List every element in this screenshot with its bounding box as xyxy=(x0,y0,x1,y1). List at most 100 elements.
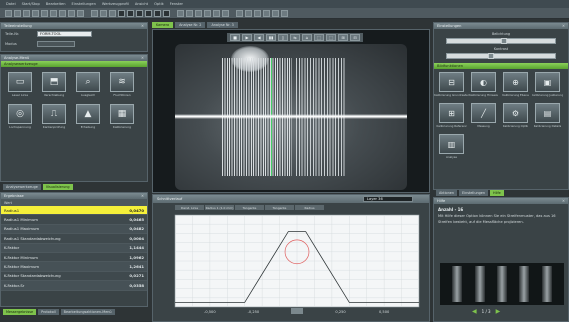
profile-tab[interactable]: Radius 1 (1.0 mm) xyxy=(205,205,234,210)
view-tab[interactable]: Analyse Nr. 2 xyxy=(175,22,206,28)
profile-tab[interactable]: Tangente xyxy=(265,205,294,210)
camera-viewer[interactable]: ■ ▶ ◀ ▮▮ ▯ ⇆ ⌂ ⬚ ⬚ ⊞ ⊟ xyxy=(152,29,430,193)
close-icon[interactable]: ✕ xyxy=(561,24,565,28)
function-item[interactable]: ◐ Kalibrierung Hinweis xyxy=(469,72,498,98)
tool-item[interactable]: ⌕ Ausgleich xyxy=(74,72,102,98)
toolbar-button[interactable] xyxy=(236,9,243,17)
toolbar-button[interactable] xyxy=(154,9,161,17)
function-item[interactable]: ▤ Kalibrierung Details xyxy=(534,103,561,129)
function-item[interactable]: ▥ Analyse xyxy=(438,134,465,160)
menu-item[interactable]: Werkzeugprofil xyxy=(101,2,129,6)
playback-button[interactable]: ⊟ xyxy=(350,34,360,41)
profile-tab[interactable]: Radius xyxy=(295,205,324,210)
toolbar-button[interactable] xyxy=(59,9,66,17)
toolbar-button[interactable] xyxy=(100,9,107,17)
slider-knob[interactable] xyxy=(488,53,495,59)
menu-item[interactable]: Ansicht xyxy=(134,2,149,6)
right-tab[interactable]: Hilfe xyxy=(490,190,504,196)
result-row[interactable]: K-Faktor Maximum 1,2641 xyxy=(1,262,147,272)
toolbar-button[interactable] xyxy=(5,9,12,17)
playback-button[interactable]: ◀ xyxy=(254,34,264,41)
menu-item[interactable]: Fenster xyxy=(169,2,184,6)
function-item[interactable]: ⊕ Kalibrierung Ebene xyxy=(502,72,529,98)
tools-section-header[interactable]: Analysewerkzeuge xyxy=(1,61,147,67)
menu-item[interactable]: Einstellungen xyxy=(71,2,96,6)
close-icon[interactable]: ✕ xyxy=(140,56,144,60)
contrast-slider[interactable] xyxy=(446,53,556,59)
view-tab[interactable]: Kamera xyxy=(152,22,174,28)
close-icon[interactable]: ✕ xyxy=(140,24,144,28)
toolbar-button[interactable] xyxy=(32,9,39,17)
exposure-slider[interactable] xyxy=(446,38,556,44)
function-item[interactable]: ⊟ Kalibrierung Grundraster xyxy=(434,72,469,98)
layer-select[interactable]: Layer 36 xyxy=(363,196,413,202)
tool-item[interactable]: ▭ Laser Linie xyxy=(6,72,34,98)
result-row[interactable]: K-Faktor Standardabweichung 0,0271 xyxy=(1,271,147,282)
toolbar-button[interactable] xyxy=(263,9,270,17)
bottom-tab[interactable]: Messergebnisse xyxy=(3,308,37,315)
toolbar-button[interactable] xyxy=(177,9,184,17)
toolbar-button[interactable] xyxy=(118,9,125,17)
tool-item[interactable]: ◎ Lochspannung xyxy=(6,104,34,130)
toolbar-button[interactable] xyxy=(245,9,252,17)
next-arrow-icon[interactable]: ▶ xyxy=(495,308,501,315)
toolbar-button[interactable] xyxy=(186,9,193,17)
bottom-tab[interactable]: Bearbeitungsaktionen-Menü xyxy=(60,308,115,315)
mode-select[interactable] xyxy=(37,41,75,47)
function-item[interactable]: ▣ Kalibrierung Justierung xyxy=(532,72,563,98)
playback-button[interactable]: ⊞ xyxy=(338,34,348,41)
image-functions-header[interactable]: Bildfunktionen xyxy=(434,63,568,69)
left-tab[interactable]: Analysewerkzeuge xyxy=(3,183,41,190)
toolbar-button[interactable] xyxy=(14,9,21,17)
function-item[interactable]: ╱ Messung xyxy=(470,103,497,129)
function-item[interactable]: ⊞ Kalibrierung Referenz xyxy=(436,103,467,129)
toolbar-button[interactable] xyxy=(41,9,48,17)
tool-item[interactable]: ⬒ Verschiebung xyxy=(40,72,68,98)
close-icon[interactable]: ✕ xyxy=(140,194,144,198)
toolbar-button[interactable] xyxy=(50,9,57,17)
toolbar-button[interactable] xyxy=(195,9,202,17)
playback-button[interactable]: ▶ xyxy=(242,34,252,41)
menu-item[interactable]: Start/Stop xyxy=(21,2,40,6)
result-row[interactable]: Radius1 Minimum 0,0465 xyxy=(1,215,147,225)
left-tab[interactable]: Visualisierung xyxy=(42,183,73,190)
toolbar-button[interactable] xyxy=(163,9,170,17)
toolbar-button[interactable] xyxy=(23,9,30,17)
toolbar-button[interactable] xyxy=(222,9,229,17)
result-row[interactable]: K-Faktor 1,1444 xyxy=(1,243,147,253)
right-tab[interactable]: Einstellungen xyxy=(459,190,489,196)
playback-button[interactable]: ⇆ xyxy=(290,34,300,41)
result-row[interactable]: Radius1 0,0470 xyxy=(1,206,147,216)
menu-item[interactable]: Optik xyxy=(154,2,164,6)
toolbar-button[interactable] xyxy=(109,9,116,17)
toolbar-button[interactable] xyxy=(77,9,84,17)
view-tab[interactable]: Analyse Nr. 3 xyxy=(207,22,238,28)
playback-button[interactable]: ▯ xyxy=(278,34,288,41)
profile-tab[interactable]: Tangente xyxy=(235,205,264,210)
menu-item[interactable]: Datei xyxy=(6,2,16,6)
function-item[interactable]: ⚙ Kalibrierung Optik xyxy=(502,103,529,129)
right-tab[interactable]: Aktionen xyxy=(436,190,458,196)
menu-item[interactable]: Bearbeiten xyxy=(45,2,66,6)
profile-tab[interactable]: Darst. Linie xyxy=(175,205,204,210)
playback-button[interactable]: ⌂ xyxy=(302,34,312,41)
playback-button[interactable]: ■ xyxy=(230,34,240,41)
toolbar-button[interactable] xyxy=(213,9,220,17)
result-row[interactable]: Radius1 Standardabweichung 0,0004 xyxy=(1,234,147,244)
toolbar-button[interactable] xyxy=(68,9,75,17)
playback-button[interactable]: ⬚ xyxy=(314,34,324,41)
tool-item[interactable]: ≋ Fluchtlinien xyxy=(108,72,136,98)
close-icon[interactable]: ✕ xyxy=(561,199,565,203)
tool-item[interactable]: ⎍ Kantenprüfung xyxy=(40,104,68,130)
bottom-tab[interactable]: Protokoll xyxy=(38,308,59,315)
result-row[interactable]: K-Faktor Minimum 1,0962 xyxy=(1,252,147,263)
toolbar-button[interactable] xyxy=(136,9,143,17)
toolbar-button[interactable] xyxy=(254,9,261,17)
toolbar-button[interactable] xyxy=(91,9,98,17)
tool-item[interactable]: ▲ Erhebung xyxy=(74,104,102,130)
result-row[interactable]: Radius1 Maximum 0,0482 xyxy=(1,224,147,235)
slider-knob[interactable] xyxy=(501,38,507,44)
toolbar-button[interactable] xyxy=(281,9,288,17)
toolbar-button[interactable] xyxy=(272,9,279,17)
playback-button[interactable]: ⬚ xyxy=(326,34,336,41)
